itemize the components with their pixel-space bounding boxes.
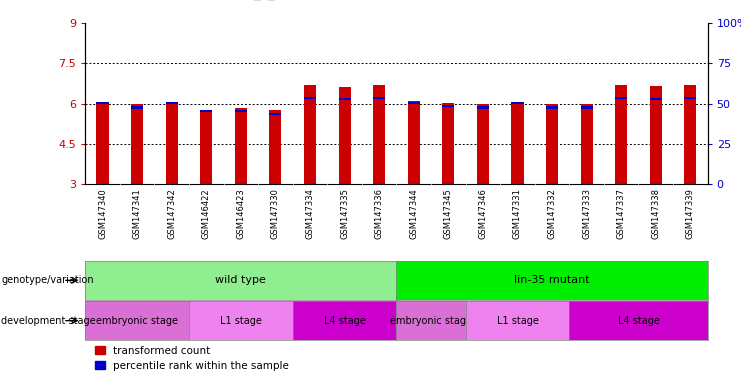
Bar [580, 104, 593, 184]
Bar [442, 103, 454, 184]
Text: development stage: development stage [1, 316, 96, 326]
Bar [546, 106, 558, 109]
Text: GSM147335: GSM147335 [340, 188, 349, 239]
Text: GSM147330: GSM147330 [271, 188, 280, 239]
Text: GSM146423: GSM146423 [236, 188, 245, 239]
Bar [269, 113, 282, 115]
Bar [615, 97, 627, 99]
Bar [580, 106, 593, 109]
Bar [476, 104, 489, 184]
Text: L4 stage: L4 stage [617, 316, 659, 326]
Text: L1 stage: L1 stage [496, 316, 539, 326]
Bar [165, 103, 178, 184]
Text: GSM147342: GSM147342 [167, 188, 176, 239]
Text: GSM147334: GSM147334 [305, 188, 314, 239]
Bar [511, 101, 523, 104]
Bar [96, 101, 108, 104]
Bar [235, 108, 247, 184]
Bar [442, 105, 454, 107]
Bar [339, 98, 350, 101]
Bar [200, 109, 212, 184]
Text: GSM147333: GSM147333 [582, 188, 591, 239]
Bar [373, 97, 385, 99]
Bar [408, 101, 419, 104]
Text: L1 stage: L1 stage [220, 316, 262, 326]
Bar [131, 106, 143, 109]
Text: wild type: wild type [216, 275, 266, 285]
Bar [684, 97, 697, 99]
Bar [615, 85, 627, 184]
Text: GSM147344: GSM147344 [409, 188, 418, 239]
Bar [408, 101, 419, 184]
Text: embryonic stage: embryonic stage [96, 316, 178, 326]
Text: lin-35 mutant: lin-35 mutant [514, 275, 590, 285]
Bar [684, 85, 697, 184]
Text: GSM147339: GSM147339 [686, 188, 695, 239]
Text: GSM147338: GSM147338 [651, 188, 660, 239]
Text: GSM147336: GSM147336 [375, 188, 384, 239]
Bar [511, 101, 523, 184]
Text: genotype/variation: genotype/variation [1, 275, 94, 285]
Bar [650, 98, 662, 101]
Bar [200, 109, 212, 112]
Bar [476, 106, 489, 109]
Text: L4 stage: L4 stage [324, 316, 365, 326]
Bar [373, 85, 385, 184]
Bar [304, 97, 316, 99]
Text: GSM147340: GSM147340 [98, 188, 107, 239]
Bar [131, 104, 143, 184]
Text: GSM147337: GSM147337 [617, 188, 625, 239]
Text: GSM147341: GSM147341 [133, 188, 142, 239]
Bar [235, 109, 247, 112]
Text: GSM147345: GSM147345 [444, 188, 453, 239]
Text: GSM146422: GSM146422 [202, 188, 210, 239]
Bar [546, 104, 558, 184]
Bar [304, 85, 316, 184]
Bar [650, 86, 662, 184]
Text: GSM147331: GSM147331 [513, 188, 522, 239]
Bar [96, 104, 108, 184]
Bar [269, 110, 282, 184]
Bar [339, 87, 350, 184]
Text: embryonic stage: embryonic stage [390, 316, 472, 326]
Text: GSM147346: GSM147346 [479, 188, 488, 239]
Bar [165, 101, 178, 104]
Legend: transformed count, percentile rank within the sample: transformed count, percentile rank withi… [90, 341, 293, 375]
Text: GSM147332: GSM147332 [548, 188, 556, 239]
